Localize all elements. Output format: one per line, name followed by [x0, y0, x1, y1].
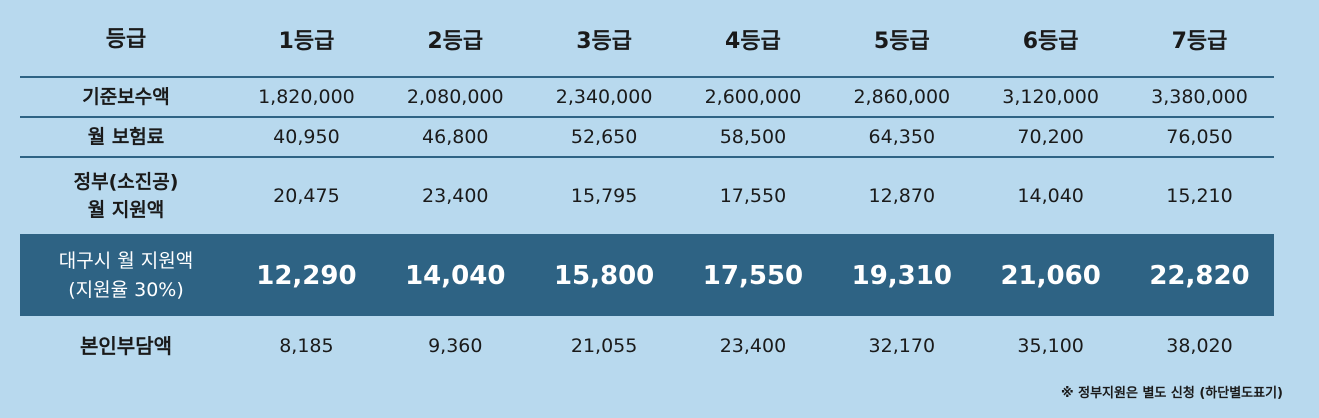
- table-cell: 20,475: [273, 185, 340, 207]
- table-cell: 2,340,000: [555, 86, 653, 108]
- premium-support-table: 등급 1등급 2등급 3등급 4등급 5등급 6등급 7등급 기준보수액 1,8…: [20, 0, 1274, 376]
- table-cell-highlight: 17,550: [702, 261, 804, 291]
- footnote: ※ 정부지원은 별도 신청 (하단별도표기): [1060, 386, 1283, 401]
- table-cell: 15,210: [1166, 185, 1233, 207]
- table-cell: 64,350: [868, 126, 936, 148]
- table-cell: 1,820,000: [258, 86, 355, 108]
- table-cell-highlight: 21,060: [1000, 261, 1101, 291]
- row-label-self-pay: 본인부담액: [80, 333, 172, 358]
- table-cell-highlight: 14,040: [405, 261, 506, 291]
- table-cell: 38,020: [1166, 335, 1233, 357]
- table-cell: 2,600,000: [704, 86, 802, 108]
- row-label-daegu-support-line2: (지원율 30%): [68, 279, 184, 301]
- table-row-gov-support: 정부(소진공) 월 지원액 20,475 23,400 15,795 17,55…: [20, 158, 1274, 236]
- table-row-daegu-support: 대구시 월 지원액 (지원율 30%) 12,290 14,040 15,800…: [20, 236, 1274, 316]
- row-label-daegu-support-line1: 대구시 월 지원액: [58, 250, 194, 272]
- table-cell: 15,795: [570, 185, 638, 207]
- row-label-daegu-support: 대구시 월 지원액 (지원율 30%): [20, 247, 232, 305]
- table-cell-highlight: 12,290: [256, 261, 357, 291]
- row-label-gov-support-line2: 월 지원액: [87, 199, 165, 221]
- table-cell: 35,100: [1017, 335, 1084, 357]
- table-cell: 3,380,000: [1151, 86, 1248, 108]
- table-header-row: 등급 1등급 2등급 3등급 4등급 5등급 6등급 7등급: [20, 0, 1274, 78]
- table-row-base-salary: 기준보수액 1,820,000 2,080,000 2,340,000 2,60…: [20, 78, 1274, 118]
- table-cell-highlight: 22,820: [1149, 261, 1250, 291]
- table-cell: 14,040: [1017, 185, 1084, 207]
- table-cell-highlight: 19,310: [851, 261, 952, 291]
- table-cell: 76,050: [1166, 126, 1233, 148]
- table-row-self-pay: 본인부담액 8,185 9,360 21,055 23,400 32,170 3…: [20, 316, 1274, 376]
- table-cell: 12,870: [868, 185, 936, 207]
- table-cell: 8,185: [279, 335, 334, 357]
- row-label-gov-support: 정부(소진공) 월 지원액: [20, 168, 232, 224]
- header-grade-5: 5등급: [873, 29, 930, 54]
- header-grade-2: 2등급: [427, 29, 484, 54]
- table-cell-highlight: 15,800: [553, 261, 655, 291]
- row-label-gov-support-line1: 정부(소진공): [73, 171, 179, 193]
- table-cell: 46,800: [422, 126, 489, 148]
- header-grade-3: 3등급: [576, 29, 632, 54]
- header-label-grade: 등급: [105, 26, 147, 52]
- table-cell: 21,055: [570, 335, 638, 357]
- header-grade-7: 7등급: [1171, 29, 1228, 54]
- table-cell: 52,650: [570, 126, 638, 148]
- header-grade-6: 6등급: [1022, 29, 1079, 54]
- table-cell: 9,360: [428, 335, 483, 357]
- table-cell: 23,400: [422, 185, 489, 207]
- table-cell: 70,200: [1017, 126, 1084, 148]
- table-cell: 2,860,000: [853, 86, 951, 108]
- header-grade-1: 1등급: [278, 29, 335, 54]
- table-cell: 58,500: [719, 126, 787, 148]
- row-label-base-salary: 기준보수액: [82, 85, 170, 108]
- table-cell: 3,120,000: [1002, 86, 1099, 108]
- table-cell: 23,400: [719, 335, 787, 357]
- row-label-monthly-premium: 월 보험료: [87, 125, 165, 148]
- table-cell: 17,550: [719, 185, 787, 207]
- table-cell: 2,080,000: [406, 86, 504, 108]
- table-cell: 32,170: [868, 335, 936, 357]
- table-cell: 40,950: [273, 126, 340, 148]
- table-row-monthly-premium: 월 보험료 40,950 46,800 52,650 58,500 64,350…: [20, 118, 1274, 158]
- header-grade-4: 4등급: [725, 29, 781, 54]
